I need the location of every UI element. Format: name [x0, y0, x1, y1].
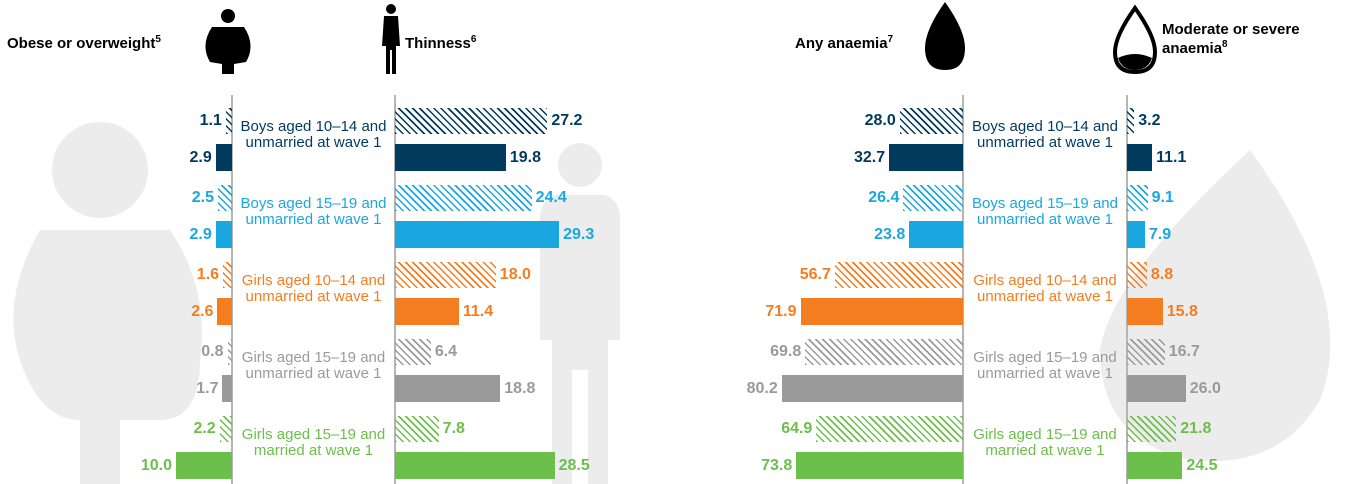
bar: [395, 262, 496, 288]
category-label: Boys aged 15–19 and unmarried at wave 1: [970, 196, 1120, 228]
value-label: 27.2: [551, 111, 582, 131]
bar: [395, 298, 459, 325]
bar: [805, 339, 963, 365]
value-label: 19.8: [510, 148, 541, 168]
value-label: 1.1: [200, 111, 222, 131]
category-label: Girls aged 10–14 and unmarried at wave 1: [970, 273, 1120, 305]
value-label: 10.0: [141, 456, 172, 476]
value-label: 18.0: [500, 265, 531, 285]
value-label: 7.8: [443, 419, 465, 439]
value-label: 11.4: [463, 302, 493, 322]
value-label: 24.5: [1186, 456, 1217, 476]
value-label: 24.4: [536, 188, 567, 208]
category-label: Girls aged 15–19 and married at wave 1: [970, 427, 1120, 459]
value-label: 56.7: [800, 265, 831, 285]
bar: [218, 185, 232, 211]
panel-title: Moderate or severe anaemia8: [1162, 22, 1342, 56]
bar: [395, 375, 500, 402]
value-label: 1.6: [197, 265, 219, 285]
bar: [216, 144, 232, 171]
bar: [220, 416, 232, 442]
bar: [217, 298, 232, 325]
bar: [1127, 339, 1165, 365]
infographic: Boys aged 10–14 and unmarried at wave 1 B…: [0, 0, 1359, 484]
value-label: 2.2: [193, 419, 215, 439]
category-label: Girls aged 10–14 and unmarried at wave 1: [239, 273, 389, 305]
value-label: 15.8: [1167, 302, 1198, 322]
value-label: 2.6: [191, 302, 213, 322]
bar: [222, 375, 232, 402]
value-label: 11.1: [1156, 148, 1186, 168]
bar: [395, 185, 532, 211]
category-label: Girls aged 15–19 and married at wave 1: [239, 427, 389, 459]
value-label: 29.3: [563, 225, 594, 245]
panel-title: Any anaemia7: [795, 32, 893, 51]
bar: [816, 416, 963, 442]
value-label: 9.1: [1152, 188, 1174, 208]
value-label: 28.5: [559, 456, 590, 476]
value-label: 28.0: [865, 111, 896, 131]
category-label: Girls aged 15–19 and unmarried at wave 1: [239, 350, 389, 382]
bar: [801, 298, 963, 325]
bar: [782, 375, 963, 402]
bar: [395, 144, 506, 171]
value-label: 23.8: [874, 225, 905, 245]
bar: [228, 339, 232, 365]
value-label: 0.8: [201, 342, 223, 362]
value-label: 32.7: [854, 148, 885, 168]
bar: [889, 144, 963, 171]
bar: [1127, 416, 1176, 442]
value-label: 6.4: [435, 342, 457, 362]
bar: [835, 262, 963, 288]
bar: [395, 108, 547, 134]
category-label: Boys aged 10–14 and unmarried at wave 1: [970, 119, 1120, 151]
value-label: 69.8: [770, 342, 801, 362]
bar: [909, 221, 963, 248]
value-label: 73.8: [761, 456, 792, 476]
bar: [226, 108, 232, 134]
value-label: 18.8: [504, 379, 535, 399]
bar: [395, 339, 431, 365]
value-label: 26.0: [1190, 379, 1221, 399]
value-label: 2.5: [192, 188, 214, 208]
value-label: 8.8: [1151, 265, 1173, 285]
bar: [1127, 108, 1134, 134]
bar: [1127, 452, 1182, 479]
bar: [395, 452, 555, 479]
value-label: 2.9: [190, 225, 212, 245]
bar: [1127, 262, 1147, 288]
bar: [903, 185, 963, 211]
bar: [395, 221, 559, 248]
value-label: 3.2: [1138, 111, 1160, 131]
bar: [216, 221, 232, 248]
bar: [1127, 221, 1145, 248]
bar: [900, 108, 963, 134]
bar: [223, 262, 232, 288]
bar: [1127, 298, 1163, 325]
panel-title: Obese or overweight5: [7, 32, 161, 51]
value-label: 7.9: [1149, 225, 1171, 245]
bar: [1127, 375, 1186, 402]
value-label: 64.9: [781, 419, 812, 439]
bar: [1127, 144, 1152, 171]
bar: [1127, 185, 1148, 211]
value-label: 80.2: [747, 379, 778, 399]
panel-title: Thinness6: [405, 32, 476, 51]
category-label: Boys aged 15–19 and unmarried at wave 1: [239, 196, 389, 228]
bar: [395, 416, 439, 442]
category-label: Girls aged 15–19 and unmarried at wave 1: [970, 350, 1120, 382]
bar: [796, 452, 963, 479]
value-label: 16.7: [1169, 342, 1200, 362]
value-label: 21.8: [1180, 419, 1211, 439]
bar: [176, 452, 232, 479]
value-label: 2.9: [190, 148, 212, 168]
category-label: Boys aged 10–14 and unmarried at wave 1: [239, 119, 389, 151]
value-label: 1.7: [196, 379, 218, 399]
value-label: 26.4: [868, 188, 899, 208]
value-label: 71.9: [765, 302, 796, 322]
